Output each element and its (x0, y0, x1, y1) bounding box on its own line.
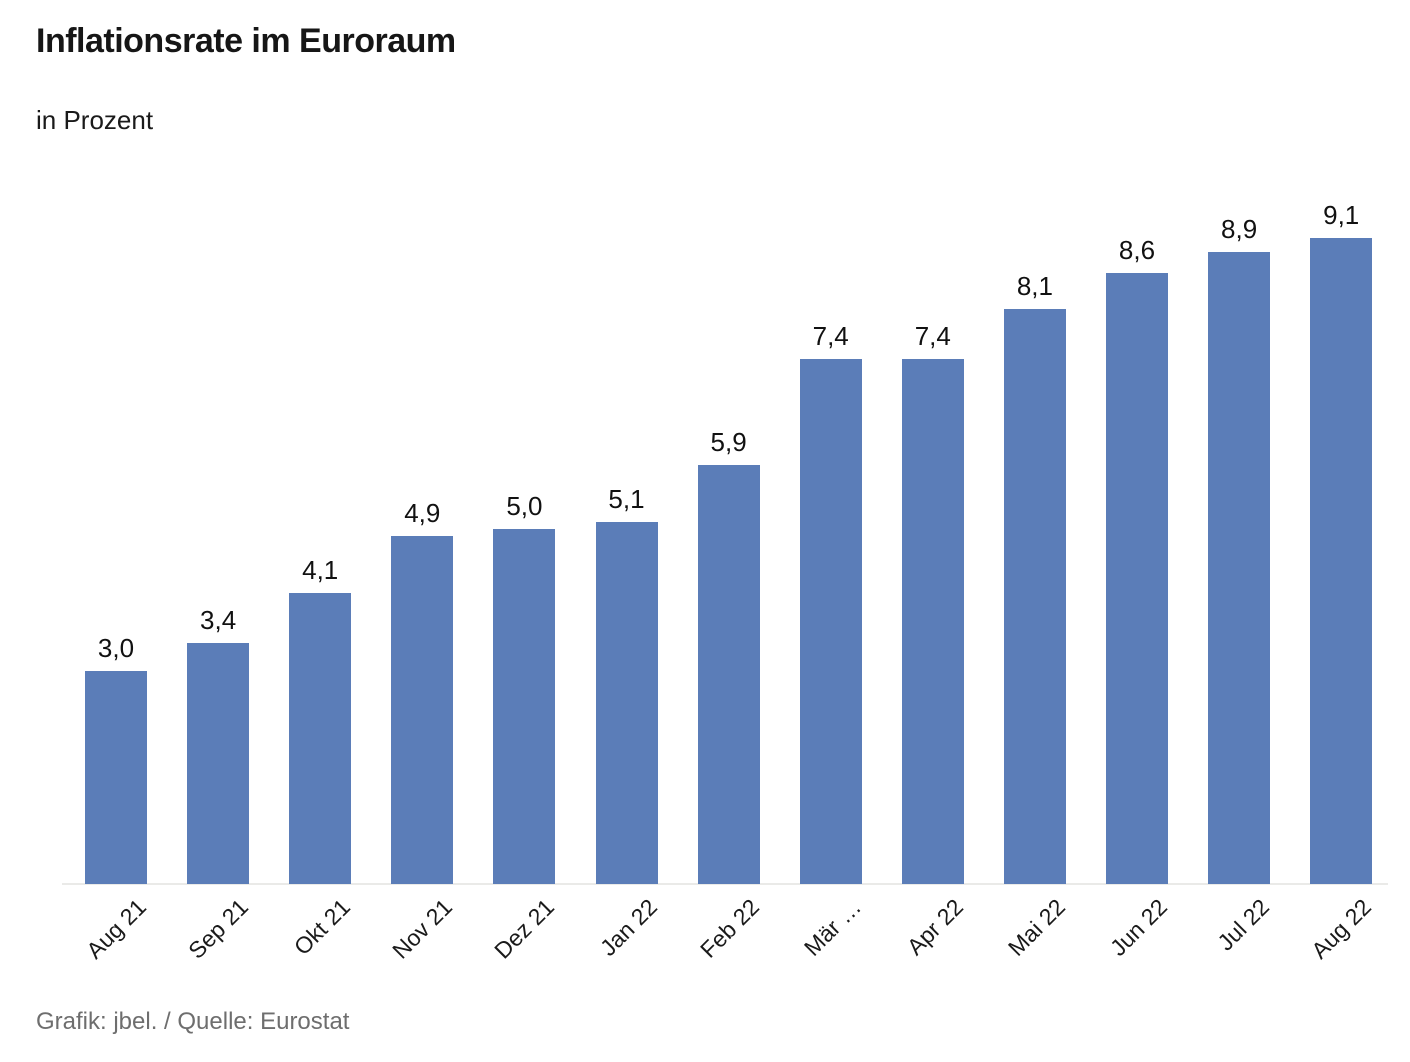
bar-value-label: 3,0 (97, 633, 135, 663)
bar-value-label: 4,9 (404, 498, 441, 529)
bar (289, 592, 352, 884)
source-credit: Grafik: jbel. / Quelle: Eurostat (36, 1008, 350, 1035)
bar-value-label: 7,4 (914, 320, 951, 351)
bar-value-label: 8,1 (1016, 270, 1053, 301)
bar-value-label: 3,4 (200, 604, 237, 635)
bar (493, 529, 556, 884)
bar (1208, 252, 1271, 884)
bar (1106, 273, 1168, 884)
bar (391, 536, 454, 884)
bar-value-label: 5,0 (506, 491, 543, 521)
page-title: Inflationsrate im Euroraum (36, 22, 456, 60)
bar (901, 358, 964, 884)
bar-value-label: 7,4 (812, 320, 849, 351)
bar-value-label: 5,1 (608, 483, 645, 514)
x-axis-baseline (62, 883, 1388, 885)
bar-value-label: 8,9 (1221, 214, 1258, 245)
bar-value-label: 5,9 (710, 427, 747, 458)
bar (1003, 308, 1066, 884)
bar-value-label: 8,6 (1118, 235, 1156, 266)
bar (187, 642, 250, 884)
bar-value-label: 4,1 (302, 554, 339, 585)
bar (85, 671, 147, 884)
bar-value-label: 9,1 (1323, 199, 1360, 230)
bar (1310, 237, 1373, 884)
bar (595, 521, 658, 884)
bar (697, 465, 760, 884)
chart-subtitle: in Prozent (36, 105, 154, 135)
bar (799, 358, 862, 884)
